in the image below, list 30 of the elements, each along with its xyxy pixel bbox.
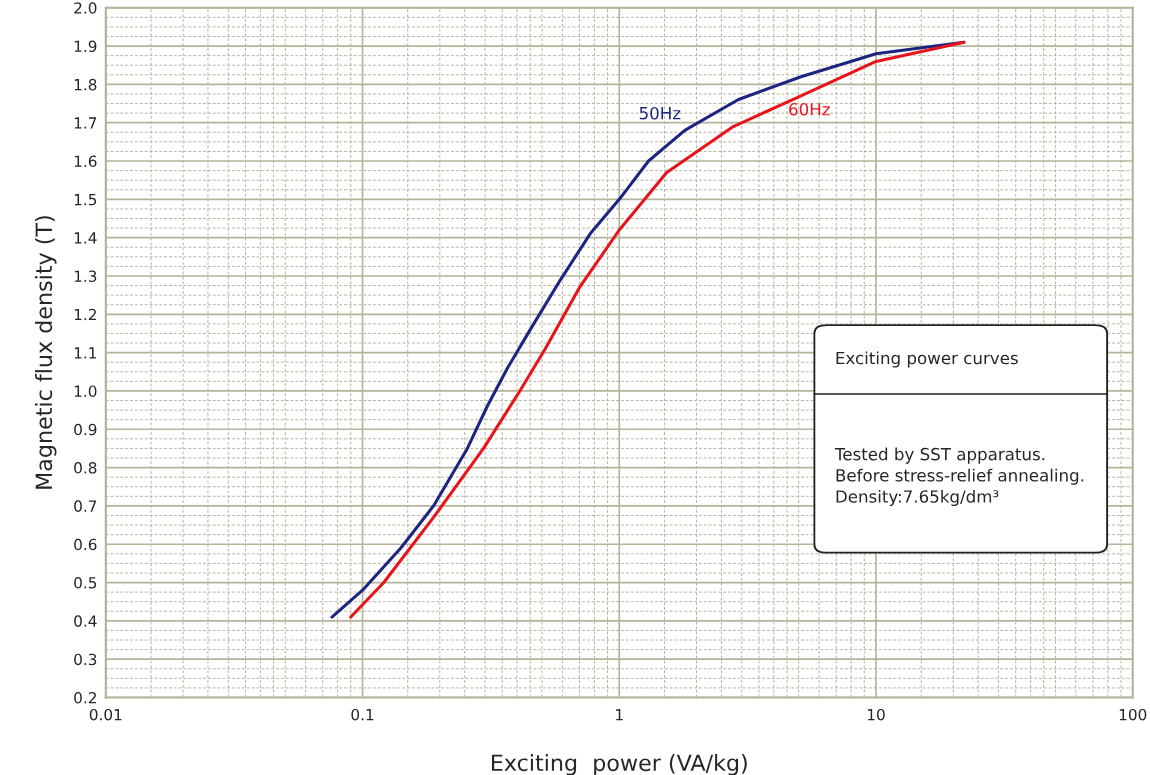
y-tick-label: 0.5: [74, 577, 97, 589]
annotation: Exciting power curves: [836, 351, 1018, 368]
y-tick-label: 1.2: [74, 308, 96, 321]
x-tick-label: 100: [1119, 708, 1147, 721]
y-tick-label: 0.2: [74, 691, 96, 704]
y-tick-label: 0.8: [74, 462, 97, 474]
y-tick-label: 2.0: [74, 2, 97, 14]
y-tick-label: 1.5: [74, 194, 97, 206]
y-tick-label: 1.0: [74, 385, 97, 397]
x-tick-label: 0.01: [89, 708, 122, 721]
x-tick-label: 10: [867, 708, 885, 721]
y-tick-label: 0.7: [74, 500, 97, 512]
y-tick-label: 1.3: [74, 270, 97, 283]
annotation: Tested by SST apparatus. Before stress-relief annealing. Density:7.65kg/dm³: [834, 447, 1084, 507]
y-tick-label: 1.7: [74, 117, 97, 129]
series-label: 50Hz: [639, 106, 681, 120]
y-tick-label: 1.1: [74, 347, 97, 359]
x-axis-title: Exciting power (VA/kg): [491, 753, 747, 775]
y-tick-label: 0.6: [74, 538, 97, 551]
y-tick-label: 1.9: [74, 40, 97, 53]
y-tick-label: 1.6: [74, 155, 97, 168]
y-tick-label: 0.9: [74, 423, 97, 436]
y-tick-label: 1.8: [74, 78, 97, 91]
y-tick-label: 1.4: [74, 232, 97, 244]
x-tick-label: 0.1: [351, 708, 374, 721]
x-tick-label: 1: [616, 709, 623, 721]
y-axis-title: Magnetic flux density (T): [35, 216, 57, 489]
y-tick-label: 0.3: [74, 653, 97, 666]
y-tick-label: 0.4: [74, 615, 97, 627]
series-label: 60Hz: [789, 102, 830, 116]
